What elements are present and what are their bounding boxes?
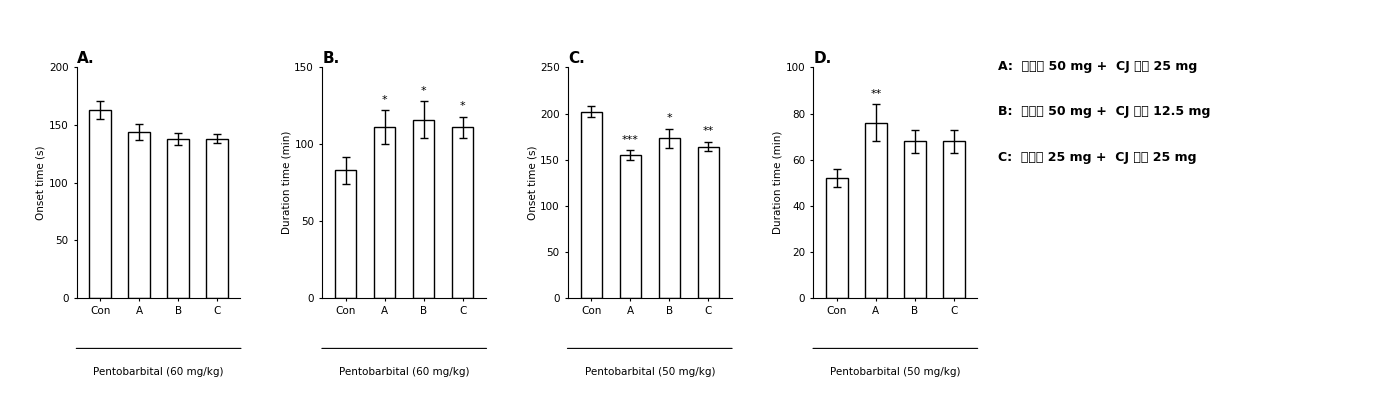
Bar [866, 123, 886, 298]
Bar [581, 112, 602, 298]
Bar [207, 139, 228, 298]
Text: C.: C. [568, 51, 585, 66]
Text: *: * [420, 85, 427, 96]
Bar [698, 147, 719, 298]
Text: Pentobarbital (60 mg/kg): Pentobarbital (60 mg/kg) [339, 367, 469, 377]
Bar [89, 110, 110, 298]
Text: B.: B. [322, 51, 339, 66]
Y-axis label: Onset time (s): Onset time (s) [36, 145, 46, 220]
Text: B:  하고초 50 mg +  CJ 약쪽 12.5 mg: B: 하고초 50 mg + CJ 약쪽 12.5 mg [998, 105, 1210, 118]
Text: *: * [383, 95, 388, 105]
Text: **: ** [870, 89, 881, 98]
Text: *: * [459, 101, 465, 111]
Text: Pentobarbital (50 mg/kg): Pentobarbital (50 mg/kg) [831, 367, 960, 377]
Text: **: ** [702, 126, 713, 136]
Text: *: * [666, 114, 671, 123]
Bar [374, 127, 395, 298]
Text: D.: D. [814, 51, 832, 66]
Bar [452, 127, 473, 298]
Y-axis label: Onset time (s): Onset time (s) [528, 145, 537, 220]
Text: Pentobarbital (50 mg/kg): Pentobarbital (50 mg/kg) [585, 367, 715, 377]
Bar [168, 139, 188, 298]
Text: C:  하고초 25 mg +  CJ 약쪽 25 mg: C: 하고초 25 mg + CJ 약쪽 25 mg [998, 151, 1196, 164]
Bar [128, 132, 149, 298]
Text: A:  하고초 50 mg +  CJ 약쪽 25 mg: A: 하고초 50 mg + CJ 약쪽 25 mg [998, 60, 1198, 73]
Text: A.: A. [77, 51, 95, 66]
Bar [413, 119, 434, 298]
Bar [826, 178, 847, 298]
Text: Pentobarbital (60 mg/kg): Pentobarbital (60 mg/kg) [94, 367, 223, 377]
Bar [659, 139, 680, 298]
Bar [944, 141, 965, 298]
Text: ***: *** [621, 135, 639, 145]
Bar [335, 170, 356, 298]
Bar [620, 155, 641, 298]
Y-axis label: Duration time (min): Duration time (min) [282, 131, 292, 234]
Bar [905, 141, 926, 298]
Y-axis label: Duration time (min): Duration time (min) [773, 131, 783, 234]
